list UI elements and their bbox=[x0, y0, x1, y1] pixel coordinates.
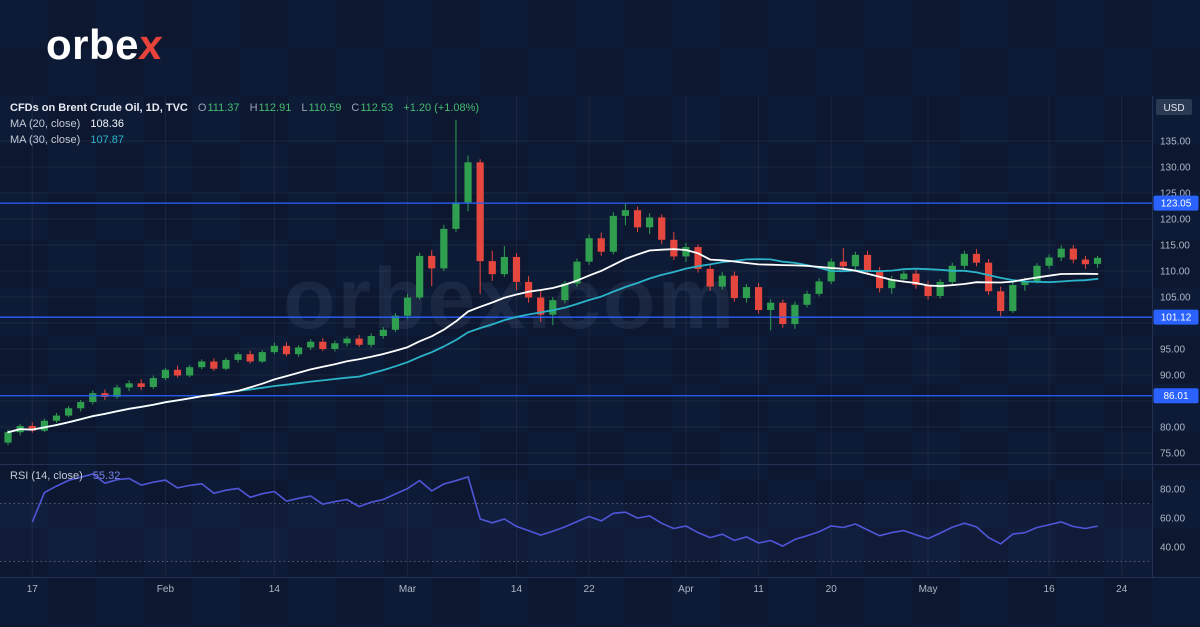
pane-dividers bbox=[0, 96, 1200, 578]
ma20-value: 108.36 bbox=[90, 118, 125, 130]
symbol-row: CFDs on Brent Crude Oil, 1D, TVC O111.37… bbox=[10, 100, 479, 116]
close-value: 112.53 bbox=[360, 102, 394, 114]
svg-text:16: 16 bbox=[1044, 584, 1056, 595]
svg-text:125.00: 125.00 bbox=[1160, 189, 1191, 200]
rsi-legend: RSI (14, close) 55.32 bbox=[10, 470, 120, 482]
symbol-title[interactable]: CFDs on Brent Crude Oil, 1D, TVC bbox=[10, 102, 188, 114]
rsi-value: 55.32 bbox=[92, 470, 121, 482]
level-lines[interactable] bbox=[0, 202, 1152, 397]
rsi-line bbox=[31, 473, 1098, 547]
svg-text:24: 24 bbox=[1116, 584, 1128, 595]
svg-text:123.05: 123.05 bbox=[1161, 199, 1192, 210]
price-legend: CFDs on Brent Crude Oil, 1D, TVC O111.37… bbox=[10, 100, 479, 148]
svg-text:60.00: 60.00 bbox=[1160, 514, 1185, 525]
svg-text:80.00: 80.00 bbox=[1160, 423, 1185, 434]
ma30-label: MA (30, close) bbox=[10, 134, 81, 146]
svg-text:Mar: Mar bbox=[399, 584, 417, 595]
svg-text:May: May bbox=[919, 584, 938, 595]
open-label: O bbox=[197, 102, 207, 114]
svg-text:95.00: 95.00 bbox=[1160, 345, 1185, 356]
close-label: C bbox=[351, 102, 360, 114]
svg-text:90.00: 90.00 bbox=[1160, 371, 1185, 382]
ma30-value: 107.87 bbox=[90, 134, 125, 146]
svg-text:120.00: 120.00 bbox=[1160, 215, 1191, 226]
svg-text:135.00: 135.00 bbox=[1160, 137, 1191, 148]
svg-text:17: 17 bbox=[27, 584, 39, 595]
rsi-axis-labels[interactable]: 80.00 60.00 40.00 bbox=[1160, 485, 1185, 554]
ma20-label: MA (20, close) bbox=[10, 118, 81, 130]
logo-text: orbe bbox=[46, 21, 140, 68]
rsi-band bbox=[0, 503, 1152, 562]
svg-text:86.01: 86.01 bbox=[1163, 391, 1188, 402]
svg-text:20: 20 bbox=[826, 584, 838, 595]
svg-text:130.00: 130.00 bbox=[1160, 163, 1191, 174]
svg-text:101.12: 101.12 bbox=[1161, 313, 1192, 324]
svg-text:11: 11 bbox=[753, 584, 764, 595]
rsi-label: RSI (14, close) bbox=[10, 470, 83, 482]
svg-text:115.00: 115.00 bbox=[1160, 241, 1190, 252]
svg-text:Apr: Apr bbox=[678, 584, 694, 595]
low-value: 110.59 bbox=[308, 102, 342, 114]
svg-text:110.00: 110.00 bbox=[1160, 267, 1190, 278]
svg-text:14: 14 bbox=[511, 584, 523, 595]
low-label: L bbox=[301, 102, 308, 114]
svg-text:105.00: 105.00 bbox=[1160, 293, 1191, 304]
ma-20-line bbox=[7, 248, 1099, 434]
open-value: 111.37 bbox=[207, 102, 240, 114]
change-value: +1.20 (+1.08%) bbox=[403, 102, 480, 114]
svg-text:75.00: 75.00 bbox=[1160, 449, 1185, 460]
currency-label: USD bbox=[1163, 103, 1184, 114]
ma30-legend-row: MA (30, close) 107.87 bbox=[10, 132, 479, 148]
svg-text:80.00: 80.00 bbox=[1160, 485, 1185, 496]
high-value: 112.91 bbox=[258, 102, 292, 114]
svg-text:Feb: Feb bbox=[157, 584, 175, 595]
orbex-logo: orbex bbox=[46, 21, 165, 68]
time-axis-labels[interactable]: 17 Feb 14 Mar 14 22 Apr 11 20 May 16 24 bbox=[27, 584, 1128, 595]
svg-text:40.00: 40.00 bbox=[1160, 543, 1185, 554]
high-label: H bbox=[249, 102, 258, 114]
svg-text:22: 22 bbox=[584, 584, 596, 595]
price-axis-labels[interactable]: USD 135.00 130.00 125.00 120.00 115.00 110.00 1… bbox=[1156, 99, 1192, 460]
svg-text:14: 14 bbox=[269, 584, 281, 595]
ma20-legend-row: MA (20, close) 108.36 bbox=[10, 116, 479, 132]
level-labels[interactable]: 123.05 101.12 86.01 bbox=[1153, 195, 1199, 404]
